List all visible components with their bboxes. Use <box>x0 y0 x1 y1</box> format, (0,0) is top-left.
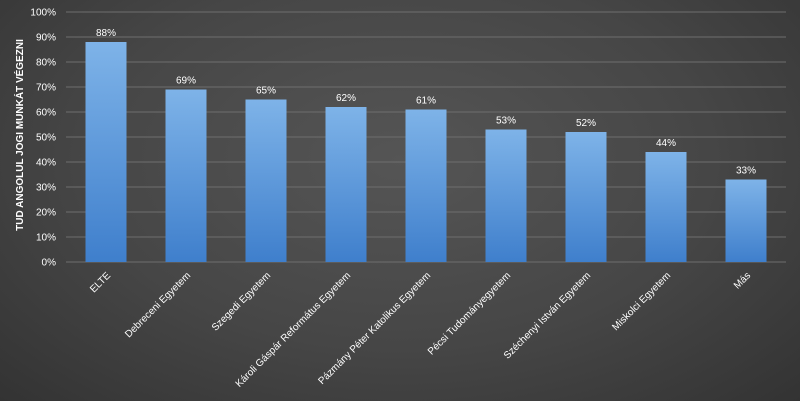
data-label: 69% <box>176 76 196 87</box>
x-axis-ticks: ELTE Debreceni Egyetem Szegedi EgyetemKáro… <box>88 270 753 390</box>
bar <box>405 109 447 262</box>
data-label: 33% <box>736 166 756 177</box>
bar <box>325 107 367 262</box>
bar <box>85 42 127 262</box>
y-tick-label: 20% <box>36 208 56 219</box>
x-tick-label: Debreceni Egyetem <box>123 270 193 340</box>
y-tick-label: 90% <box>36 33 56 44</box>
data-label: 61% <box>416 96 436 107</box>
bars <box>85 42 767 262</box>
y-axis-ticks: 0% 10% 20% 30% 40% 50% 60% 70% 80% 90% 100% <box>30 8 56 269</box>
y-tick-label: 50% <box>36 133 56 144</box>
data-label: 53% <box>496 116 516 127</box>
data-label: 65% <box>256 86 276 97</box>
bar <box>725 179 767 262</box>
bar <box>245 99 287 262</box>
x-tick-label: Széchenyi István Egyetem <box>502 270 593 361</box>
y-tick-label: 30% <box>36 183 56 194</box>
y-tick-label: 80% <box>36 58 56 69</box>
bar <box>485 129 527 262</box>
x-tick-label: ELTE <box>88 270 113 295</box>
y-tick-label: 0% <box>42 258 57 269</box>
y-axis-label: TUD ANGOLUL JOGI MUNKÁT VÉGEZNI <box>13 39 26 231</box>
x-tick-label: Más <box>732 270 753 291</box>
x-tick-label: Miskolci Egyetem <box>610 270 673 333</box>
data-label: 44% <box>656 138 676 149</box>
bar <box>565 132 607 262</box>
y-tick-label: 40% <box>36 158 56 169</box>
y-tick-label: 10% <box>36 233 56 244</box>
data-label: 88% <box>96 28 116 39</box>
bar <box>165 89 207 262</box>
x-tick-label: Szegedi Egyetem <box>210 270 273 333</box>
data-label: 52% <box>576 118 596 129</box>
y-tick-label: 100% <box>30 8 56 19</box>
y-tick-label: 60% <box>36 108 56 119</box>
y-tick-label: 70% <box>36 83 56 94</box>
data-labels: 88% 69% 65% 62% 61% 53% 52% 44% 33% <box>96 28 756 177</box>
data-label: 62% <box>336 93 356 104</box>
x-tick-label: Pécsi Tudományegyetem <box>426 270 513 357</box>
bar <box>645 152 687 262</box>
